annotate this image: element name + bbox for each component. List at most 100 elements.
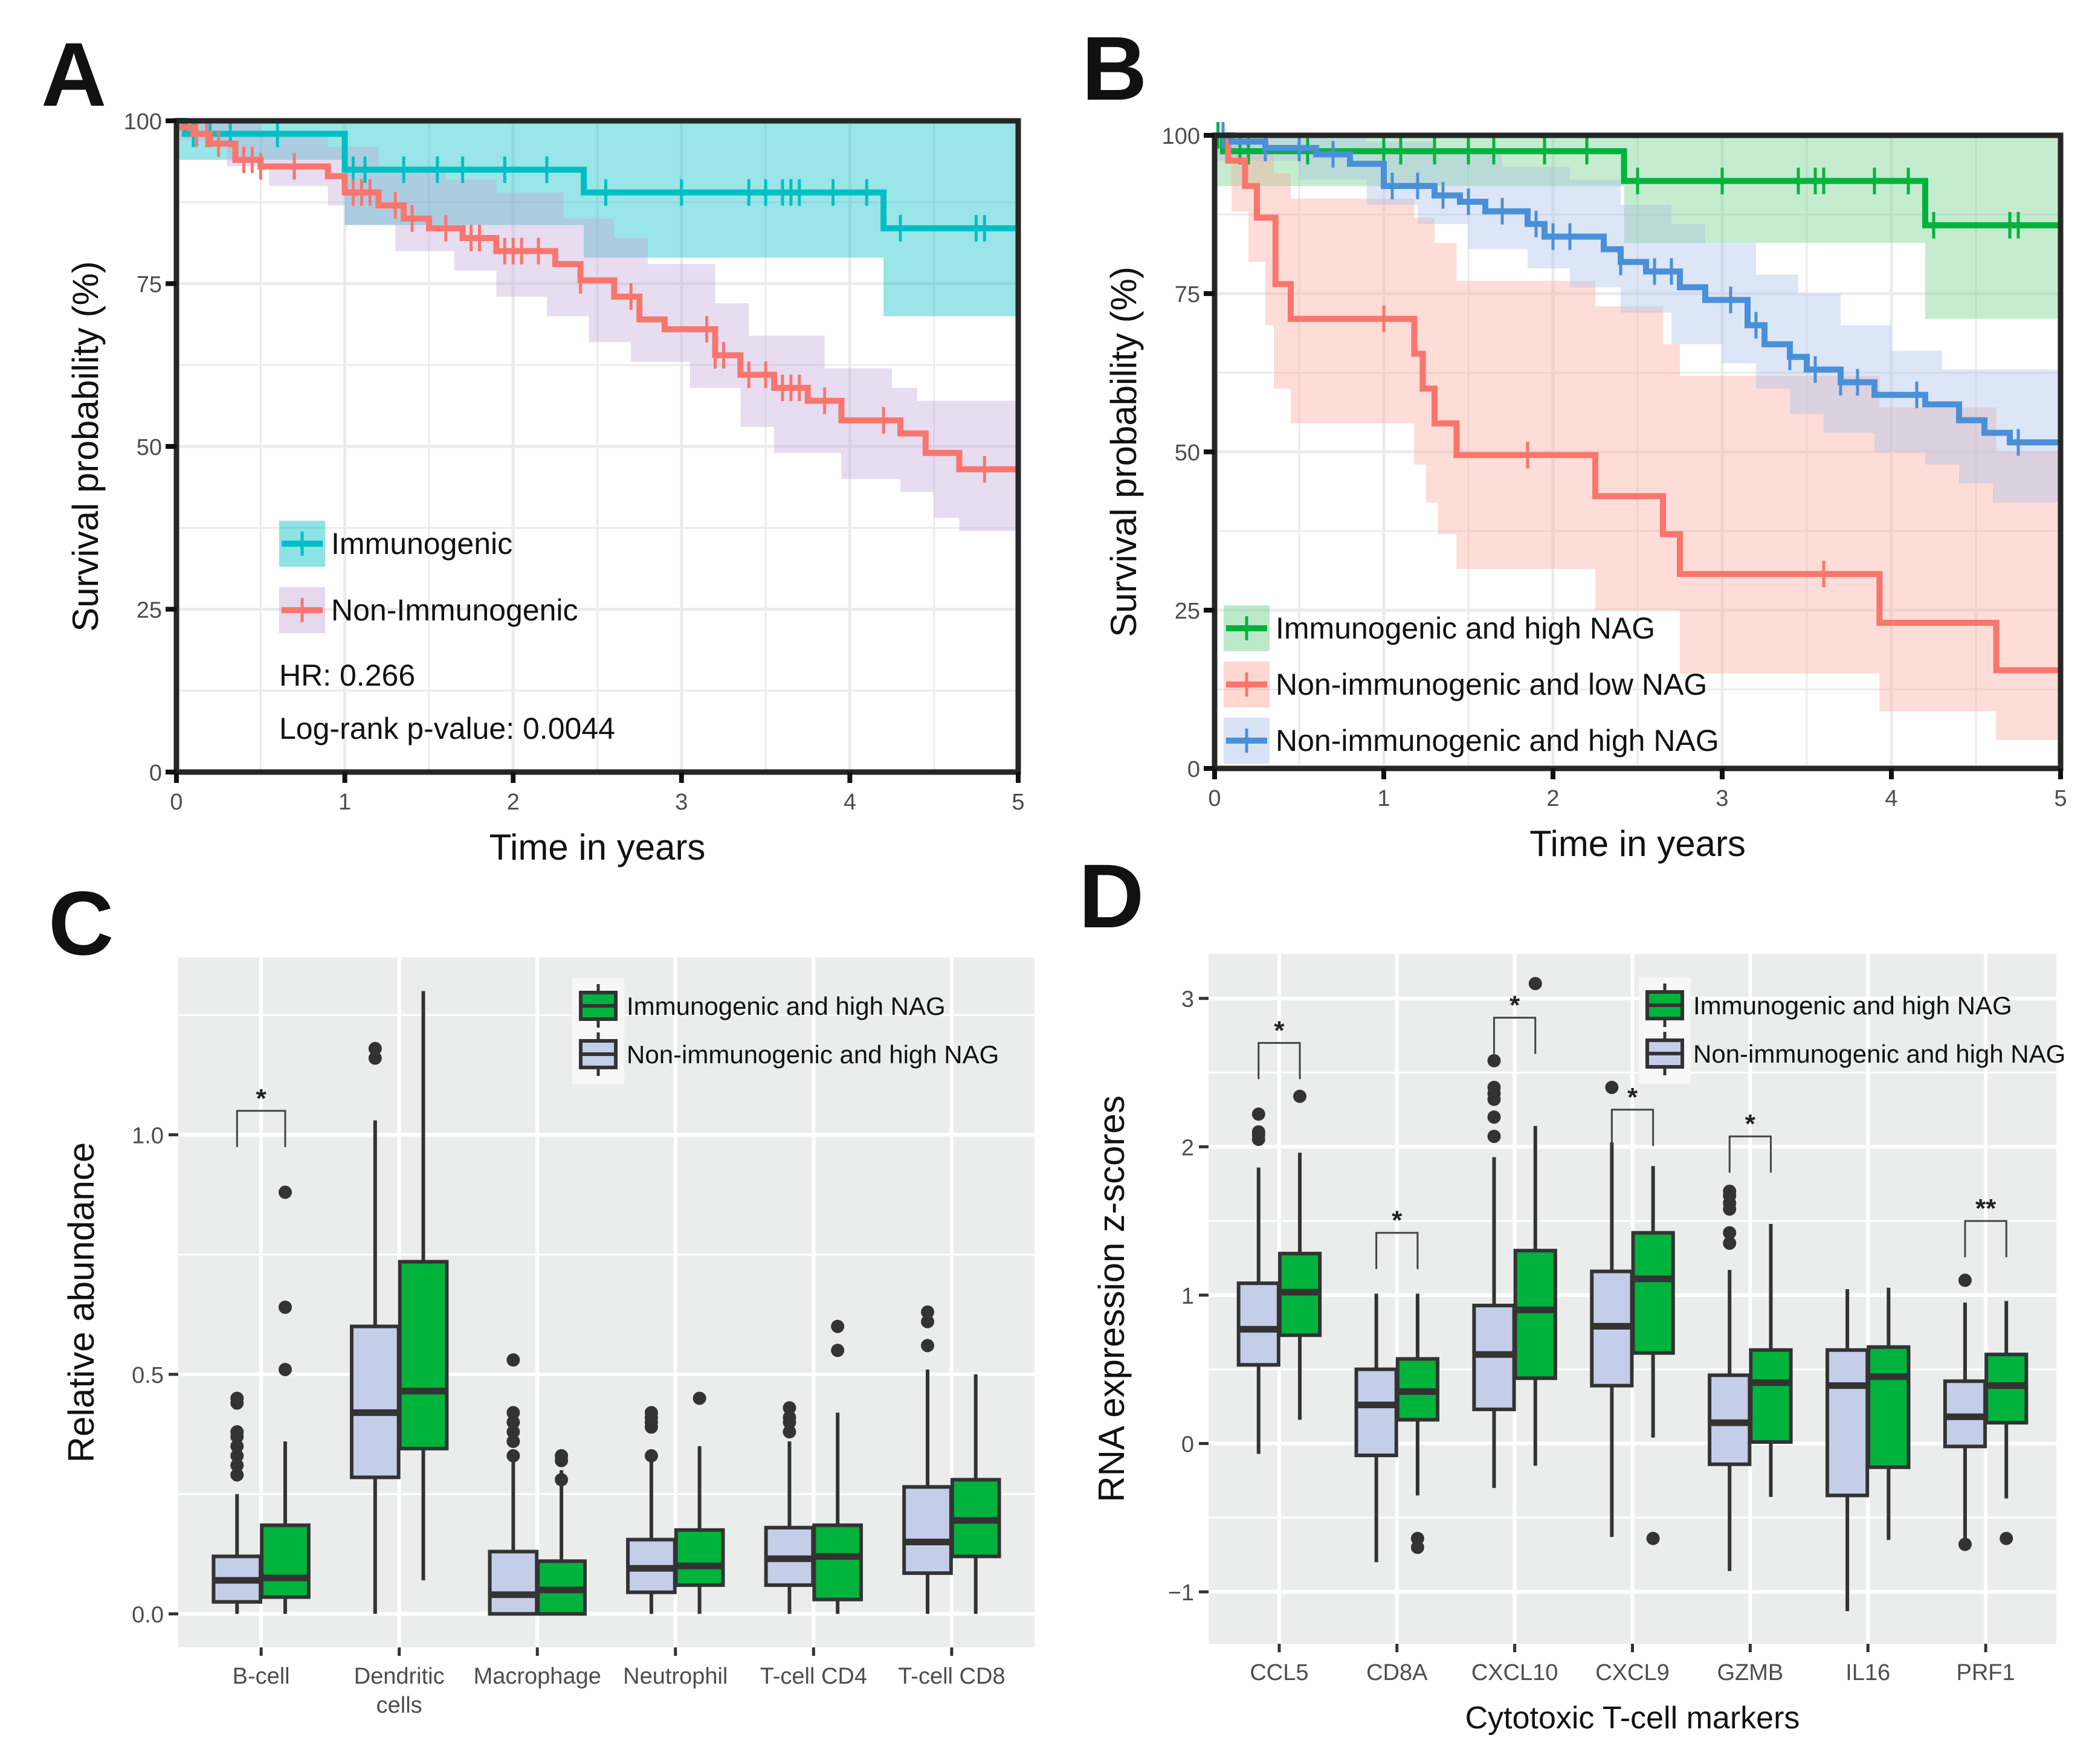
panel-b-survival-chart: 0 25 50 75 100 0 1 2 3 4 5 Time in years Survival pr… bbox=[1103, 122, 2067, 864]
x-axis-title: Time in years bbox=[489, 827, 706, 868]
significance-label: ** bbox=[1975, 1194, 1997, 1223]
y-tick-label: 0 bbox=[149, 761, 162, 786]
box-iqr bbox=[1631, 1231, 1675, 1355]
outlier-point bbox=[921, 1315, 935, 1328]
x-tick-label: CXCL9 bbox=[1595, 1660, 1670, 1685]
y-tick-label: 100 bbox=[124, 109, 162, 135]
outlier-point bbox=[831, 1319, 845, 1333]
outlier-point bbox=[230, 1449, 244, 1463]
outlier-point bbox=[1958, 1273, 1972, 1287]
box-iqr bbox=[1513, 1249, 1557, 1380]
outlier-point bbox=[368, 1041, 382, 1055]
x-tick-label: Neutrophil bbox=[623, 1664, 728, 1689]
x-tick-label: 4 bbox=[844, 790, 856, 815]
y-tick-label: 0.5 bbox=[132, 1363, 164, 1388]
box-iqr bbox=[902, 1485, 953, 1576]
legend-label: Non-immunogenic and high NAG bbox=[627, 1040, 999, 1069]
y-tick-label: 75 bbox=[1175, 282, 1200, 307]
outlier-point bbox=[1293, 1089, 1307, 1103]
outlier-point bbox=[506, 1406, 520, 1420]
outlier-point bbox=[2000, 1531, 2013, 1545]
outlier-point bbox=[555, 1473, 569, 1487]
legend-label: Immunogenic bbox=[331, 527, 512, 561]
outlier-point bbox=[278, 1363, 292, 1377]
legend-label: Immunogenic and high NAG bbox=[627, 992, 946, 1020]
x-tick-label-line: cells bbox=[376, 1693, 422, 1718]
significance-bracket bbox=[236, 1110, 286, 1147]
legend-label: Non-immunogenic and high NAG bbox=[1276, 724, 1719, 758]
significance-bracket bbox=[1257, 1041, 1301, 1080]
panel-letter-d: D bbox=[1079, 845, 1144, 947]
outlier-point bbox=[1487, 1130, 1501, 1144]
x-tick-label: 1 bbox=[338, 790, 351, 815]
confidence-band-2 bbox=[1215, 135, 2061, 503]
y-tick-label: 25 bbox=[137, 598, 162, 623]
stat-annotation: HR: 0.266 bbox=[279, 658, 415, 692]
confidence-band-1 bbox=[1215, 135, 2061, 740]
x-tick-label: 4 bbox=[1885, 786, 1897, 811]
outlier-point bbox=[230, 1425, 244, 1439]
x-tick-label: PRF1 bbox=[1957, 1660, 2015, 1685]
y-tick-label: 25 bbox=[1175, 599, 1200, 624]
outlier-point bbox=[1251, 1107, 1265, 1121]
box-iqr bbox=[349, 1324, 401, 1479]
outlier-point bbox=[1958, 1537, 1972, 1551]
outlier-point bbox=[230, 1468, 244, 1482]
outlier-point bbox=[783, 1411, 796, 1424]
outlier-point bbox=[831, 1344, 845, 1357]
box-iqr bbox=[488, 1550, 539, 1616]
legend-label: Non-immunogenic and high NAG bbox=[1693, 1040, 2065, 1068]
outlier-point bbox=[1723, 1226, 1737, 1240]
outlier-point bbox=[1487, 1110, 1501, 1124]
survival-curve-1 bbox=[1215, 132, 2061, 674]
y-tick-label: 3 bbox=[1181, 987, 1194, 1012]
y-tick-label: 1 bbox=[1181, 1284, 1194, 1309]
box-iqr bbox=[1867, 1345, 1911, 1469]
outlier-point bbox=[1528, 977, 1542, 991]
x-tick-label: Macrophage bbox=[474, 1664, 601, 1689]
y-axis-title: Survival probability (%) bbox=[65, 261, 106, 632]
x-tick-label: 0 bbox=[1208, 786, 1221, 811]
outlier-point bbox=[1646, 1531, 1660, 1545]
x-tick-label: CCL5 bbox=[1250, 1660, 1308, 1685]
x-tick-label: IL16 bbox=[1845, 1660, 1890, 1685]
outlier-point bbox=[230, 1439, 244, 1453]
significance-bracket bbox=[1728, 1135, 1772, 1173]
y-tick-label: 1.0 bbox=[132, 1123, 164, 1148]
significance-label: * bbox=[1745, 1109, 1756, 1139]
outlier-point bbox=[644, 1449, 658, 1463]
outlier-point bbox=[1605, 1081, 1619, 1095]
y-tick-label: 2 bbox=[1181, 1135, 1194, 1160]
x-tick-label: CXCL10 bbox=[1471, 1660, 1558, 1685]
box-iqr bbox=[1236, 1281, 1280, 1367]
outlier-point bbox=[278, 1300, 292, 1314]
outlier-point bbox=[368, 1051, 382, 1065]
legend-label: Immunogenic and high NAG bbox=[1693, 991, 2012, 1020]
significance-bracket bbox=[1375, 1232, 1419, 1269]
box-iqr bbox=[1354, 1367, 1398, 1458]
x-tick-label: Dendritic cells bbox=[354, 1664, 445, 1718]
y-tick-label: 50 bbox=[137, 435, 162, 460]
outlier-point bbox=[506, 1353, 520, 1367]
box-iqr bbox=[812, 1523, 864, 1601]
x-tick-label: 2 bbox=[507, 790, 520, 815]
outlier-point bbox=[783, 1401, 796, 1415]
y-tick-label: 75 bbox=[137, 272, 162, 298]
box-iqr bbox=[398, 1260, 449, 1450]
x-tick-label: 0 bbox=[170, 790, 182, 815]
outlier-point bbox=[555, 1449, 569, 1463]
significance-label: * bbox=[1392, 1206, 1403, 1235]
significance-bracket bbox=[1493, 1017, 1537, 1054]
x-tick-label: 3 bbox=[1716, 786, 1728, 811]
legend-label: Non-immunogenic and low NAG bbox=[1276, 668, 1707, 701]
y-axis-title: RNA expression z-scores bbox=[1091, 1095, 1132, 1502]
outlier-point bbox=[506, 1415, 520, 1429]
outlier-point bbox=[783, 1425, 796, 1439]
x-tick-label: CD8A bbox=[1366, 1660, 1428, 1685]
outlier-point bbox=[1410, 1540, 1424, 1554]
y-tick-label: 0 bbox=[1187, 757, 1200, 782]
y-axis-title: Survival probability (%) bbox=[1103, 266, 1144, 637]
x-tick-label: 5 bbox=[1012, 790, 1024, 815]
y-tick-label: 100 bbox=[1162, 124, 1200, 149]
